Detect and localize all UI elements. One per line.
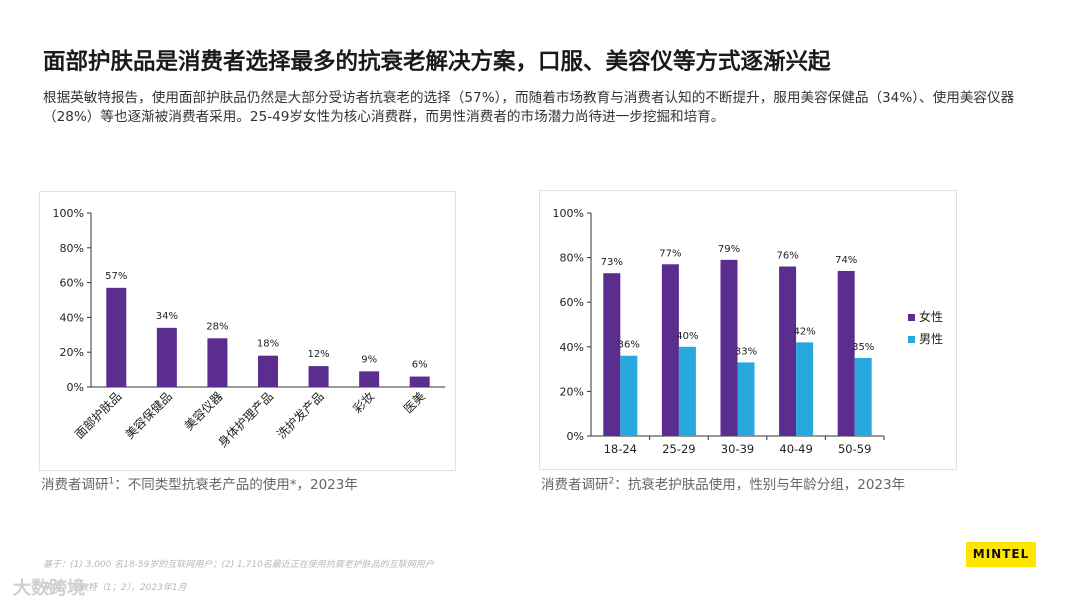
bar-1 (106, 287, 127, 387)
legend-label-male: 男性 (919, 332, 943, 346)
data-label: 36% (618, 340, 640, 351)
y-tick-label: 100% (53, 207, 84, 220)
legend-swatch-male (908, 336, 915, 343)
bar-3 (207, 338, 228, 387)
data-label: 33% (735, 346, 757, 357)
x-tick-label: 面部护肤品 (71, 389, 124, 442)
y-tick-label: 80% (60, 242, 84, 255)
bar-female-3 (720, 259, 738, 436)
mintel-logo: MINTEL (966, 542, 1036, 567)
watermark: 大数跨境 (13, 578, 85, 599)
y-tick-label: 100% (553, 207, 584, 220)
bar-male-3 (737, 362, 755, 436)
y-tick-label: 20% (60, 346, 84, 359)
bar-6 (359, 371, 380, 387)
bar-male-5 (854, 357, 872, 436)
x-tick-label: 医美 (401, 389, 428, 416)
legend-label-female: 女性 (919, 309, 943, 324)
footnote-base: 基于：(1) 3,000 名18-59岁的互联网用户；(2) 1,710名最近正… (43, 560, 434, 570)
bar-female-5 (837, 270, 855, 436)
data-label: 9% (361, 354, 377, 365)
data-label: 57% (105, 271, 127, 282)
bar-4 (258, 355, 278, 387)
data-label: 73% (601, 257, 623, 268)
data-label: 42% (793, 326, 815, 337)
data-label: 79% (718, 244, 740, 255)
x-tick-label: 美容保健品 (122, 389, 175, 442)
x-tick-label: 40-49 (779, 442, 812, 456)
chart-panel-product-types: 0% 20% 40% 60% 80% 100% 57% 面部护肤品 34% 美容保健品 28% 美容仪… (39, 191, 456, 471)
y-tick-label: 40% (560, 341, 584, 354)
data-label: 76% (776, 251, 798, 262)
chart-caption-2: 消费者调研2：抗衰老护肤品使用，性别与年龄分组，2023年 (541, 476, 906, 494)
x-tick-label: 彩妆 (350, 389, 377, 416)
data-label: 77% (659, 248, 681, 259)
x-tick-label: 30-39 (721, 442, 754, 456)
y-tick-label: 80% (560, 252, 584, 265)
bar-chart-product-types: 0% 20% 40% 60% 80% 100% 57% 面部护肤品 34% 美容保健品 28% 美容仪… (53, 207, 445, 450)
data-label: 18% (257, 339, 279, 350)
legend-swatch-female (908, 314, 915, 321)
x-tick-label: 洗护发产品 (274, 389, 327, 442)
bar-7 (409, 376, 430, 387)
y-tick-label: 20% (560, 385, 584, 398)
y-tick-label: 60% (560, 296, 584, 309)
data-label: 34% (156, 311, 178, 322)
bar-female-1 (603, 273, 621, 436)
data-label: 12% (307, 349, 329, 360)
data-label: 28% (206, 321, 228, 332)
chart-panel-gender-age: 0% 20% 40% 60% 80% 100% 73% 36% 18-24 77% 40% 25-29… (539, 190, 957, 470)
data-label: 74% (835, 255, 857, 266)
footnote-source: 来源：英敏特（1；2），2023年1月 (43, 583, 187, 593)
x-tick-label: 50-59 (838, 442, 871, 456)
chart-caption-1: 消费者调研1：不同类型抗衰老产品的使用*，2023年 (41, 476, 358, 494)
x-tick-label: 25-29 (662, 442, 695, 456)
bar-male-1 (620, 355, 638, 436)
bar-female-2 (661, 264, 679, 436)
y-tick-label: 60% (60, 277, 84, 290)
data-label: 35% (852, 342, 874, 353)
page-title: 面部护肤品是消费者选择最多的抗衰老解决方案，口服、美容仪等方式逐渐兴起 (43, 49, 831, 75)
y-tick-label: 0% (67, 381, 84, 394)
data-label: 40% (676, 331, 698, 342)
y-tick-label: 40% (60, 311, 84, 324)
bar-5 (308, 366, 329, 387)
grouped-bar-chart-gender-age: 0% 20% 40% 60% 80% 100% 73% 36% 18-24 77% 40% 25-29… (553, 207, 943, 456)
bar-male-4 (796, 342, 814, 436)
x-tick-label: 18-24 (604, 442, 637, 456)
bar-female-4 (779, 266, 797, 436)
bar-2 (156, 327, 177, 387)
bar-male-2 (678, 346, 696, 436)
data-label: 6% (412, 360, 428, 371)
y-tick-label: 0% (567, 430, 584, 443)
x-tick-label: 美容仪器 (181, 389, 226, 434)
page-subtitle: 根据英敏特报告，使用面部护肤品仍然是大部分受访者抗衰老的选择（57%），而随着市… (43, 90, 1015, 125)
